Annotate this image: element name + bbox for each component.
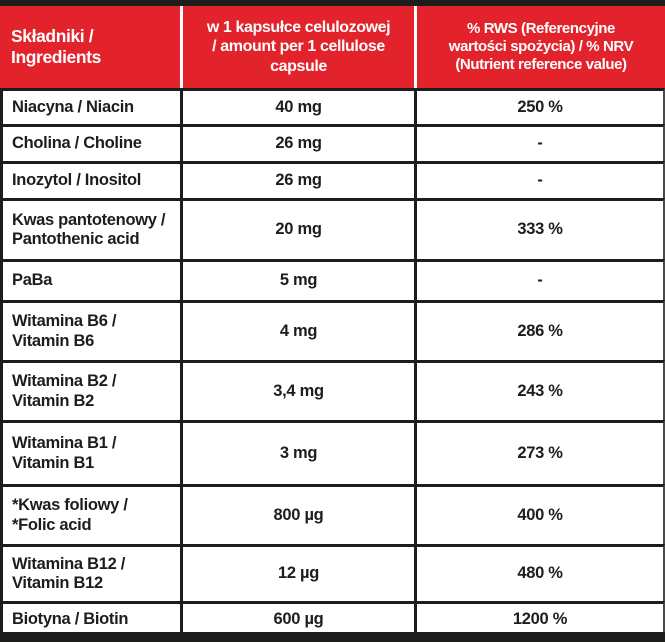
table-row: Witamina B1 / Vitamin B1 3 mg 273 % — [0, 420, 665, 484]
ingredient-nrv: 250 % — [414, 88, 665, 124]
ingredient-amount: 3 mg — [180, 420, 414, 484]
ingredient-amount: 4 mg — [180, 300, 414, 360]
table-row: *Kwas foliowy / *Folic acid 800 µg 400 % — [0, 484, 665, 544]
table-row: Biotyna / Biotin 600 µg 1200 % — [0, 601, 665, 636]
ingredient-nrv: 333 % — [414, 198, 665, 259]
ingredient-name: Witamina B12 / Vitamin B12 — [0, 544, 180, 601]
bottom-black-bar — [0, 632, 665, 642]
ingredient-nrv: - — [414, 259, 665, 300]
table-header: Składniki / Ingredients w 1 kapsułce cel… — [0, 6, 665, 88]
table-row: Inozytol / Inositol 26 mg - — [0, 161, 665, 198]
table-body: Niacyna / Niacin 40 mg 250 % Cholina / C… — [0, 88, 665, 636]
top-black-bar — [0, 0, 665, 6]
ingredient-name: Biotyna / Biotin — [0, 601, 180, 636]
ingredient-amount: 5 mg — [180, 259, 414, 300]
header-amount-per-capsule: w 1 kapsułce celulozowej / amount per 1 … — [180, 6, 414, 88]
ingredient-name: Witamina B6 / Vitamin B6 — [0, 300, 180, 360]
ingredient-nrv: 273 % — [414, 420, 665, 484]
ingredient-name: Witamina B1 / Vitamin B1 — [0, 420, 180, 484]
ingredient-name: Cholina / Choline — [0, 124, 180, 161]
ingredient-nrv: - — [414, 161, 665, 198]
ingredient-name: Witamina B2 / Vitamin B2 — [0, 360, 180, 420]
ingredient-nrv: - — [414, 124, 665, 161]
ingredient-amount: 12 µg — [180, 544, 414, 601]
ingredient-name: Niacyna / Niacin — [0, 88, 180, 124]
ingredient-nrv: 1200 % — [414, 601, 665, 636]
table-row: Witamina B12 / Vitamin B12 12 µg 480 % — [0, 544, 665, 601]
ingredient-amount: 20 mg — [180, 198, 414, 259]
table-row: Witamina B6 / Vitamin B6 4 mg 286 % — [0, 300, 665, 360]
ingredient-amount: 600 µg — [180, 601, 414, 636]
ingredient-nrv: 243 % — [414, 360, 665, 420]
ingredient-name: Kwas pantotenowy / Pantothenic acid — [0, 198, 180, 259]
header-nrv-percent: % RWS (Referencyjne wartości spożycia) /… — [414, 6, 665, 88]
table-row: Kwas pantotenowy / Pantothenic acid 20 m… — [0, 198, 665, 259]
nutrition-table: Składniki / Ingredients w 1 kapsułce cel… — [0, 6, 665, 636]
ingredient-amount: 26 mg — [180, 161, 414, 198]
ingredient-amount: 3,4 mg — [180, 360, 414, 420]
ingredient-amount: 40 mg — [180, 88, 414, 124]
ingredient-amount: 26 mg — [180, 124, 414, 161]
table-row: PaBa 5 mg - — [0, 259, 665, 300]
table-row: Witamina B2 / Vitamin B2 3,4 mg 243 % — [0, 360, 665, 420]
header-ingredients: Składniki / Ingredients — [0, 6, 180, 88]
ingredient-name: PaBa — [0, 259, 180, 300]
ingredient-amount: 800 µg — [180, 484, 414, 544]
table-row: Niacyna / Niacin 40 mg 250 % — [0, 88, 665, 124]
ingredient-nrv: 480 % — [414, 544, 665, 601]
ingredient-nrv: 286 % — [414, 300, 665, 360]
header-row: Składniki / Ingredients w 1 kapsułce cel… — [0, 6, 665, 88]
ingredient-nrv: 400 % — [414, 484, 665, 544]
ingredient-name: *Kwas foliowy / *Folic acid — [0, 484, 180, 544]
table-row: Cholina / Choline 26 mg - — [0, 124, 665, 161]
ingredient-name: Inozytol / Inositol — [0, 161, 180, 198]
